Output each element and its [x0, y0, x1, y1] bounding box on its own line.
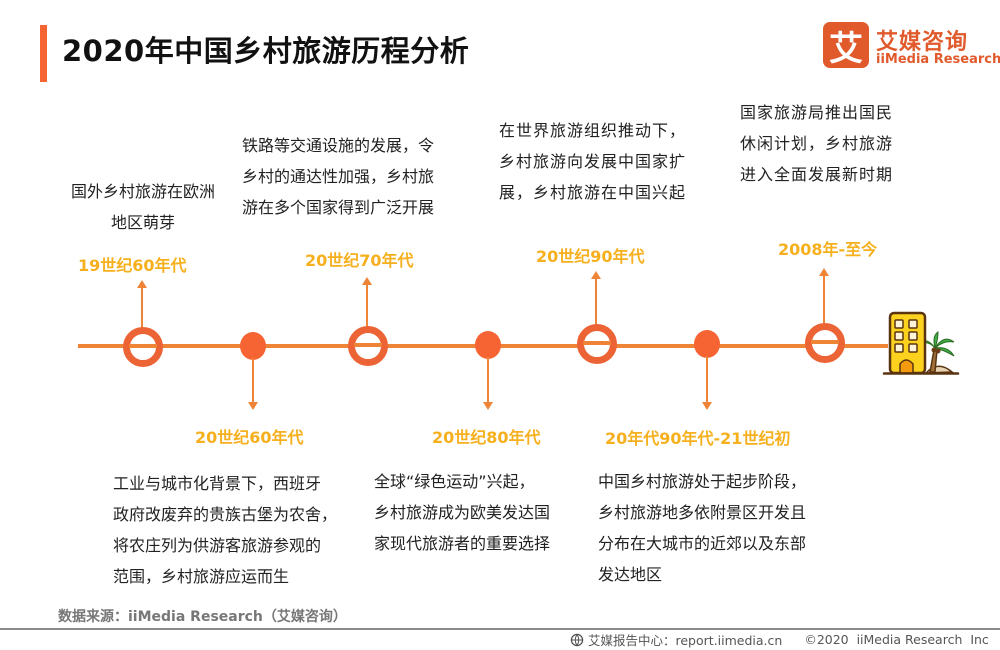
arrow-up-icon	[591, 271, 601, 279]
hotel-palm-icon	[882, 310, 960, 378]
brand-logo: 艾 艾媒咨询 iiMedia Research	[823, 22, 1000, 74]
logo-name-cn: 艾媒咨询	[876, 30, 969, 55]
page-title: 2020年中国乡村旅游历程分析	[62, 34, 470, 68]
event-5-connector	[595, 278, 597, 326]
arrow-down-icon	[702, 402, 712, 410]
event-2-connector	[252, 358, 254, 402]
event-3-era: 20世纪70年代	[305, 251, 414, 270]
arrow-up-icon	[819, 268, 829, 276]
event-5-ring-marker	[577, 324, 617, 364]
event-4-dot-marker	[475, 331, 501, 359]
event-3-connector	[366, 284, 368, 328]
arrow-up-icon	[362, 277, 372, 285]
event-3-description: 铁路等交通设施的发展，令 乡村的通达性加强，乡村旅 游在多个国家得到广泛开展	[242, 136, 435, 217]
event-1-era: 19世纪60年代	[78, 256, 187, 275]
data-source: 数据来源：iiMedia Research（艾媒咨询）	[58, 609, 347, 625]
event-5-description: 在世界旅游组织推动下， 乡村旅游向发展中国家扩 展，乡村旅游在中国兴起	[499, 121, 687, 202]
event-6-connector	[706, 356, 708, 402]
logo-mark-icon: 艾	[823, 22, 869, 69]
report-center-link[interactable]: 艾媒报告中心：report.iimedia.cn	[588, 633, 783, 648]
copyright: ©2020 iiMedia Research Inc	[804, 632, 989, 647]
event-7-description: 国家旅游局推出国民 休闲计划，乡村旅游 进入全面发展新时期	[740, 103, 894, 184]
event-1-connector	[141, 287, 143, 331]
event-4-description: 全球“绿色运动”兴起， 乡村旅游成为欧美发达国 家现代旅游者的重要选择	[374, 472, 551, 553]
event-2-era: 20世纪60年代	[195, 428, 304, 447]
logo-name-en: iiMedia Research	[876, 52, 1000, 67]
event-7-ring-marker	[805, 323, 845, 363]
title-accent-bar	[40, 25, 47, 82]
event-4-connector	[487, 357, 489, 402]
arrow-down-icon	[248, 402, 258, 410]
event-1-ring-marker	[123, 327, 163, 367]
event-7-connector	[823, 275, 825, 325]
event-6-dot-marker	[694, 330, 720, 358]
event-6-era: 20年代90年代-21世纪初	[605, 429, 791, 448]
event-2-description: 工业与城市化背景下，西班牙 政府改废弃的贵族古堡为农舍， 将农庄列为供游客旅游参…	[113, 474, 338, 586]
arrow-up-icon	[137, 280, 147, 288]
globe-icon	[570, 633, 584, 647]
event-6-description: 中国乡村旅游处于起步阶段， 乡村旅游地多依附景区开发且 分布在大城市的近郊以及东…	[598, 472, 807, 584]
event-7-era: 2008年-至今	[778, 240, 878, 259]
footer: 艾媒报告中心：report.iimedia.cn ©2020 iiMedia R…	[570, 630, 989, 649]
event-4-era: 20世纪80年代	[432, 428, 541, 447]
event-3-ring-marker	[348, 326, 388, 366]
footer-divider	[0, 628, 1000, 630]
arrow-down-icon	[483, 402, 493, 410]
event-1-description: 国外乡村旅游在欧洲 地区萌芽	[70, 182, 215, 232]
event-5-era: 20世纪90年代	[536, 247, 645, 266]
event-2-dot-marker	[240, 332, 266, 360]
